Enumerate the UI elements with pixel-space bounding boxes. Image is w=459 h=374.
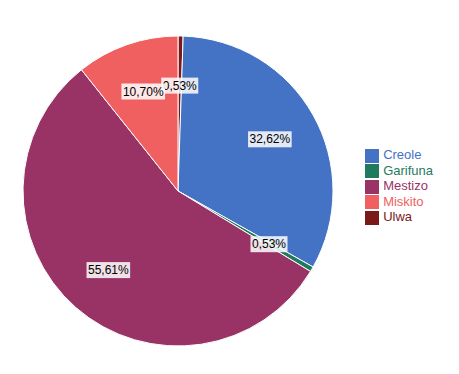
- html-text:Miskito: Miskito: [383, 193, 424, 209]
- svg-text:0,53%: 0,53%: [163, 79, 197, 93]
- svg-text:10,70%: 10,70%: [123, 85, 164, 99]
- html-text:Mestizo: Mestizo: [383, 178, 428, 194]
- html-text:Creole: Creole: [383, 147, 422, 163]
- svg-text:55,61%: 55,61%: [88, 263, 129, 277]
- html-text:Ulwa: Ulwa: [383, 209, 412, 225]
- html-text:Garifuna: Garifuna: [383, 162, 433, 178]
- svg-text:32,62%: 32,62%: [250, 132, 291, 146]
- svg-text:0,53%: 0,53%: [252, 237, 286, 251]
